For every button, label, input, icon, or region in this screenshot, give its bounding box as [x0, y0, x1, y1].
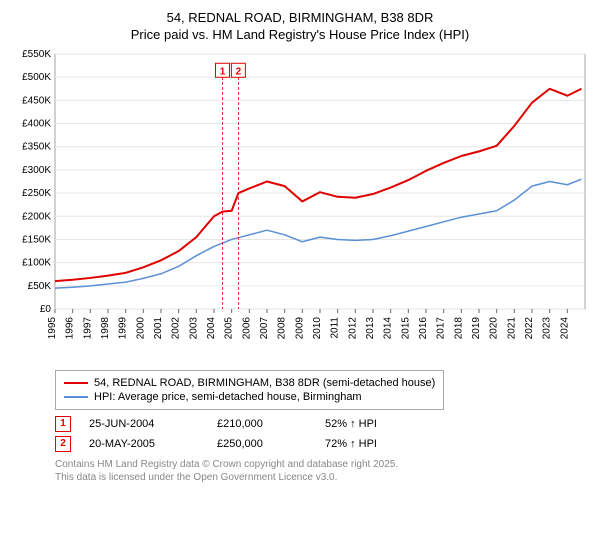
sale-pct: 52% ↑ HPI [325, 418, 377, 430]
footer-line2: This data is licensed under the Open Gov… [55, 471, 590, 484]
title-line1: 54, REDNAL ROAD, BIRMINGHAM, B38 8DR [10, 10, 590, 27]
svg-text:£400K: £400K [22, 118, 51, 129]
sale-marker-icon: 1 [55, 416, 71, 432]
svg-text:1995: 1995 [47, 316, 58, 339]
svg-text:2015: 2015 [400, 316, 411, 339]
legend-row: 54, REDNAL ROAD, BIRMINGHAM, B38 8DR (se… [64, 377, 435, 389]
sale-price: £250,000 [217, 438, 307, 450]
sale-date: 25-JUN-2004 [89, 418, 199, 430]
svg-text:2007: 2007 [259, 316, 270, 339]
svg-text:2008: 2008 [277, 316, 288, 339]
price-chart: £0 £50K £100K £150K £200K £250K £300K £350K £400… [10, 44, 590, 364]
svg-text:£450K: £450K [22, 95, 51, 106]
legend-swatch-price [64, 382, 88, 384]
sale-date: 20-MAY-2005 [89, 438, 199, 450]
svg-text:2006: 2006 [241, 316, 252, 339]
sale-rows: 1 25-JUN-2004 £210,000 52% ↑ HPI 2 20-MA… [55, 416, 590, 452]
sale-pct: 72% ↑ HPI [325, 438, 377, 450]
svg-text:2014: 2014 [383, 316, 394, 339]
svg-text:£250K: £250K [22, 188, 51, 199]
legend-swatch-hpi [64, 396, 88, 398]
svg-text:£500K: £500K [22, 72, 51, 83]
svg-text:£550K: £550K [22, 49, 51, 60]
chart-title-block: 54, REDNAL ROAD, BIRMINGHAM, B38 8DR Pri… [10, 10, 590, 44]
svg-text:2018: 2018 [453, 316, 464, 339]
svg-text:2021: 2021 [506, 316, 517, 339]
svg-text:£300K: £300K [22, 165, 51, 176]
legend-row: HPI: Average price, semi-detached house,… [64, 391, 435, 403]
svg-text:2016: 2016 [418, 316, 429, 339]
svg-text:1997: 1997 [82, 316, 93, 339]
footer-line1: Contains HM Land Registry data © Crown c… [55, 458, 590, 471]
svg-text:2022: 2022 [524, 316, 535, 339]
svg-text:2011: 2011 [330, 316, 341, 338]
svg-text:2023: 2023 [542, 316, 553, 339]
legend: 54, REDNAL ROAD, BIRMINGHAM, B38 8DR (se… [55, 370, 444, 410]
svg-text:£50K: £50K [28, 281, 52, 292]
svg-text:2024: 2024 [559, 316, 570, 339]
svg-text:£150K: £150K [22, 234, 51, 245]
svg-text:2009: 2009 [294, 316, 305, 339]
svg-text:2003: 2003 [188, 316, 199, 339]
svg-text:2002: 2002 [171, 316, 182, 339]
sale-row: 2 20-MAY-2005 £250,000 72% ↑ HPI [55, 436, 590, 452]
sale-marker-icon: 2 [55, 436, 71, 452]
svg-text:2012: 2012 [347, 316, 358, 339]
svg-text:2000: 2000 [135, 316, 146, 339]
svg-text:2013: 2013 [365, 316, 376, 339]
sale-price: £210,000 [217, 418, 307, 430]
svg-text:2017: 2017 [436, 316, 447, 339]
sale-row: 1 25-JUN-2004 £210,000 52% ↑ HPI [55, 416, 590, 432]
svg-text:£100K: £100K [22, 257, 51, 268]
svg-text:£0: £0 [40, 304, 52, 315]
svg-text:1996: 1996 [65, 316, 76, 339]
legend-label: HPI: Average price, semi-detached house,… [94, 391, 362, 403]
footer: Contains HM Land Registry data © Crown c… [55, 458, 590, 484]
svg-text:2: 2 [236, 66, 242, 77]
svg-text:2005: 2005 [224, 316, 235, 339]
svg-text:2010: 2010 [312, 316, 323, 339]
svg-text:2001: 2001 [153, 316, 164, 339]
svg-text:£350K: £350K [22, 142, 51, 153]
svg-text:1998: 1998 [100, 316, 111, 339]
svg-text:1999: 1999 [118, 316, 129, 339]
svg-text:2019: 2019 [471, 316, 482, 339]
svg-text:2020: 2020 [489, 316, 500, 339]
svg-text:2004: 2004 [206, 316, 217, 339]
title-line2: Price paid vs. HM Land Registry's House … [10, 27, 590, 44]
svg-text:1: 1 [220, 66, 226, 77]
svg-text:£200K: £200K [22, 211, 51, 222]
legend-label: 54, REDNAL ROAD, BIRMINGHAM, B38 8DR (se… [94, 377, 435, 389]
